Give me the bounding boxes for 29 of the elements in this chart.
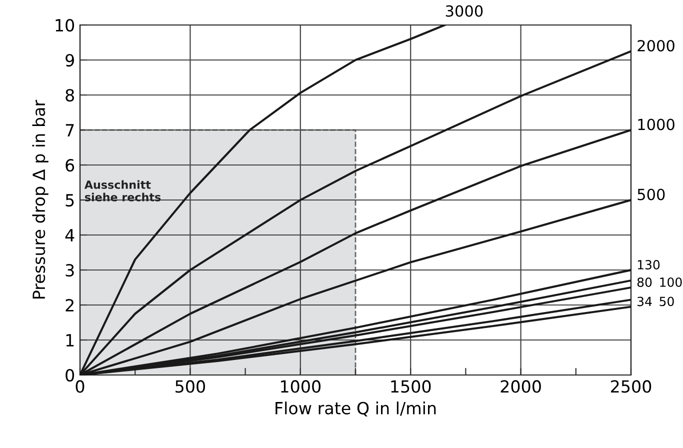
x-axis-title: Flow rate Q in l/min <box>276 402 436 416</box>
series-label: 1000 <box>638 118 674 130</box>
text: 50 <box>660 296 674 306</box>
y-tick-label: 0 <box>66 368 74 382</box>
y-tick-label: 8 <box>66 88 74 102</box>
series-label: 34 <box>638 296 652 306</box>
y-tick-label: 4 <box>65 229 74 242</box>
x-tick-label: 1500 <box>391 380 431 393</box>
y-tick-label: 7 <box>66 124 74 136</box>
series-label: 2000 <box>638 40 674 52</box>
series-label: 130 <box>638 260 660 270</box>
y-axis-title: Pressure drop Δ p in bar <box>32 100 48 299</box>
y-tick-label: 10 <box>56 18 74 32</box>
text: 100 <box>660 277 682 287</box>
x-tick-label: 500 <box>176 380 205 393</box>
x-tick-label: 0 <box>76 380 84 393</box>
series-label: 3000 <box>446 5 483 17</box>
y-tick-label: 9 <box>66 54 74 67</box>
x-tick-label: 1000 <box>281 380 320 393</box>
x-tick-label: 2000 <box>500 380 541 393</box>
y-tick-label: 6 <box>66 158 74 172</box>
y-tick-label: 1 <box>66 334 74 346</box>
x-tick-label: 2500 <box>611 380 652 393</box>
y-tick-label: 2 <box>66 298 74 312</box>
y-tick-label: 5 <box>66 194 74 207</box>
y-tick-label: 3 <box>66 264 74 277</box>
series-label: 80 <box>637 278 652 287</box>
annotation: Ausschnitt siehe rechts <box>84 180 161 202</box>
series-label: 500 <box>638 188 665 200</box>
